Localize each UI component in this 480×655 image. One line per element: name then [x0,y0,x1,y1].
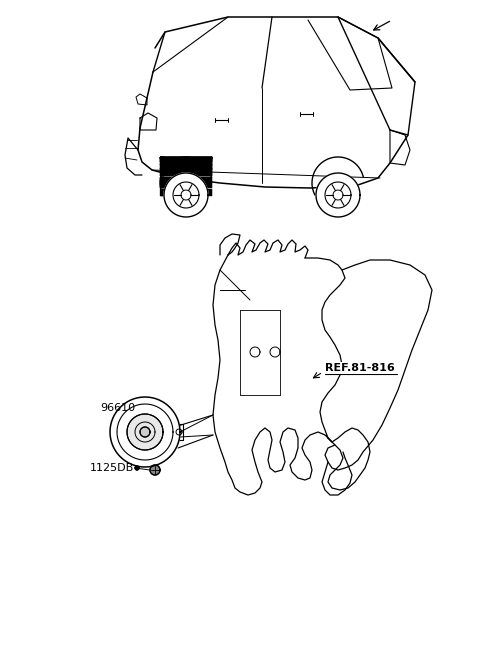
Text: 1125DB: 1125DB [90,463,134,473]
Text: 96610: 96610 [100,403,135,413]
Polygon shape [150,465,160,475]
Polygon shape [140,427,150,437]
Text: REF.81-816: REF.81-816 [325,363,395,373]
Polygon shape [135,466,139,470]
Polygon shape [164,173,208,217]
Polygon shape [110,397,180,467]
Polygon shape [316,173,360,217]
Polygon shape [127,414,163,450]
